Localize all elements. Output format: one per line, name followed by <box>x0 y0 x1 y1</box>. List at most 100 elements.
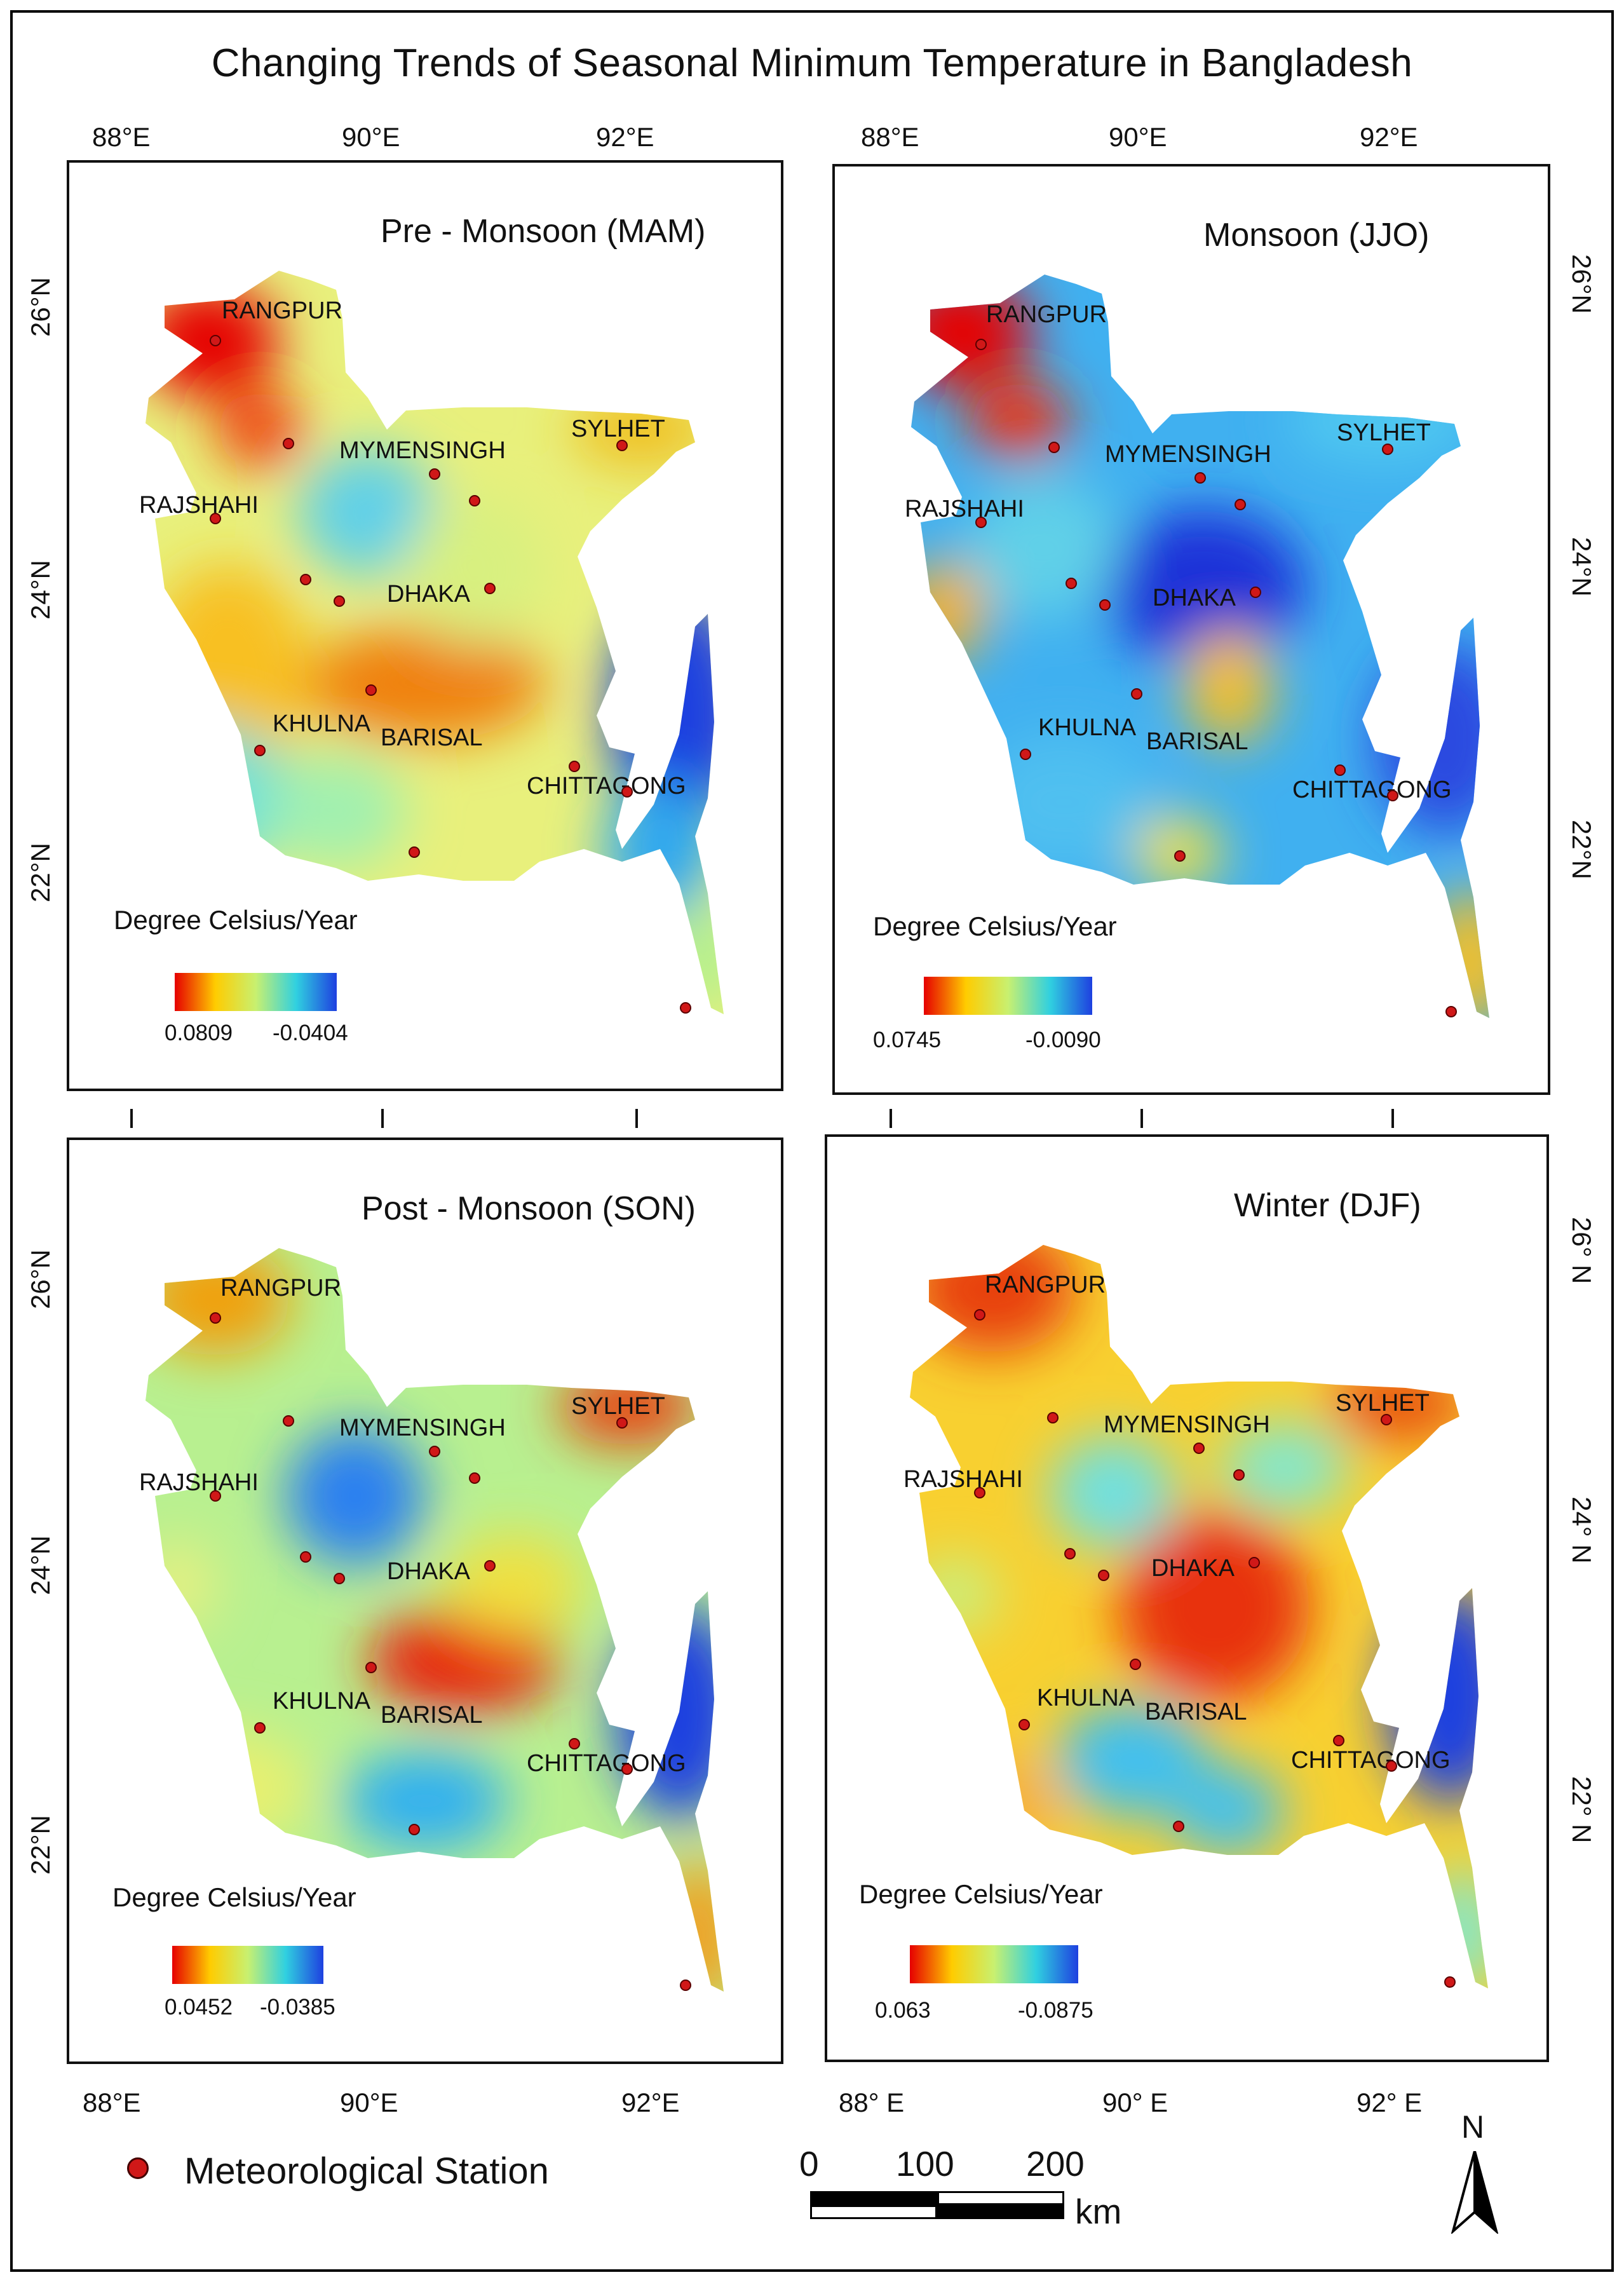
station-marker <box>254 745 266 756</box>
legend-max: 0.0452 <box>165 1995 233 2020</box>
lon-tick: 92°E <box>596 122 654 152</box>
lon-tick: 88°E <box>92 122 151 152</box>
station-marker <box>616 440 628 451</box>
legend-title: Degree Celsius/Year <box>859 1879 1103 1909</box>
panel-pre-monsoon: Pre - Monsoon (MAM) RANGPUR MYMENSINGH S… <box>67 160 783 1091</box>
station-marker <box>1387 790 1398 801</box>
city-label: BARISAL <box>381 1702 483 1728</box>
panel-title: Pre - Monsoon (MAM) <box>381 213 706 250</box>
lon-tick: 88° E <box>839 2088 905 2117</box>
lat-tick: 22° N <box>1567 1776 1597 1844</box>
station-marker <box>210 1490 221 1502</box>
station-marker <box>569 1738 580 1749</box>
city-label: MYMENSINGH <box>1105 441 1271 468</box>
station-marker <box>680 1002 691 1014</box>
station-marker <box>300 1551 311 1563</box>
station-marker <box>1233 1469 1245 1481</box>
station-marker <box>1130 1659 1141 1670</box>
city-label: KHULNA <box>273 710 371 737</box>
legend-title: Degree Celsius/Year <box>114 905 358 935</box>
station-marker <box>210 513 221 524</box>
panel-title: Post - Monsoon (SON) <box>362 1190 696 1227</box>
city-label: BARISAL <box>1145 1699 1247 1725</box>
station-marker <box>1382 444 1393 455</box>
station-marker <box>1386 1760 1397 1772</box>
legend-max: 0.0745 <box>873 1028 942 1052</box>
station-marker <box>1235 499 1246 510</box>
lon-tick: 92° E <box>1357 2088 1423 2117</box>
lat-tick: 24°N <box>1567 537 1597 597</box>
scale-unit: km <box>1075 2192 1122 2231</box>
station-marker <box>616 1417 628 1429</box>
city-label: CHITTAGONG <box>527 773 686 799</box>
station-marker <box>621 786 633 798</box>
panel-title: Winter (DJF) <box>1234 1187 1421 1224</box>
city-label: SYLHET <box>571 1393 665 1420</box>
temperature-map <box>910 1245 1488 1988</box>
city-label: DHAKA <box>1151 1555 1235 1582</box>
color-ramp <box>172 1946 323 1984</box>
city-label: RANGPUR <box>985 1272 1106 1298</box>
station-marker <box>283 438 294 449</box>
lat-tick: 24°N <box>25 1535 55 1595</box>
legend-min: -0.0875 <box>1018 1998 1093 2023</box>
station-legend-label: Meteorological Station <box>184 2150 549 2192</box>
north-label: N <box>1461 2109 1485 2145</box>
station-marker <box>334 595 345 607</box>
lat-tick: 24°N <box>25 560 55 620</box>
color-ramp <box>175 973 337 1011</box>
lat-tick: 26°N <box>25 277 55 337</box>
city-label: DHAKA <box>387 581 470 608</box>
station-marker <box>621 1763 633 1775</box>
lat-tick: 26° N <box>1567 1217 1597 1284</box>
city-label: MYMENSINGH <box>1104 1411 1270 1438</box>
station-legend-marker <box>127 2157 149 2179</box>
city-label: RAJSHAHI <box>905 496 1024 522</box>
legend-max: 0.0809 <box>165 1021 233 1045</box>
station-marker <box>1193 1443 1205 1454</box>
lon-tick: 88°E <box>83 2088 141 2117</box>
station-marker <box>1020 749 1031 760</box>
city-label: CHITTAGONG <box>527 1750 686 1777</box>
station-marker <box>1333 1735 1344 1746</box>
station-marker <box>1048 442 1060 453</box>
station-marker <box>283 1415 294 1427</box>
panel-post-monsoon: Post - Monsoon (SON) RANGPUR MYMENSINGH … <box>67 1138 783 2064</box>
station-marker <box>1066 578 1077 589</box>
station-marker <box>1098 1570 1109 1581</box>
station-marker <box>1444 1976 1456 1988</box>
station-marker <box>365 1662 377 1673</box>
station-marker <box>1047 1412 1059 1423</box>
city-label: SYLHET <box>571 416 665 442</box>
station-marker <box>1131 688 1142 700</box>
station-marker <box>210 335 221 346</box>
station-marker <box>1381 1414 1392 1425</box>
panel-title: Monsoon (JJO) <box>1203 217 1430 254</box>
city-label: MYMENSINGH <box>339 437 506 464</box>
legend-min: -0.0385 <box>260 1995 335 2020</box>
station-marker <box>680 1980 691 1991</box>
temperature-map <box>145 271 724 1014</box>
city-label: KHULNA <box>1038 714 1137 741</box>
lon-tick: 92°E <box>621 2088 680 2117</box>
lat-tick: 22°N <box>1567 820 1597 880</box>
figure-title: Changing Trends of Seasonal Minimum Temp… <box>211 41 1413 85</box>
legend-title: Degree Celsius/Year <box>112 1882 356 1912</box>
lat-tick: 22°N <box>25 1815 55 1875</box>
station-marker <box>484 1560 496 1572</box>
city-label: KHULNA <box>1037 1685 1135 1711</box>
city-label: RANGPUR <box>220 1275 342 1301</box>
lon-tick: 90°E <box>340 2088 398 2117</box>
station-marker <box>429 468 440 480</box>
lat-tick: 26°N <box>25 1249 55 1309</box>
station-marker <box>569 761 580 772</box>
lon-tick: 90°E <box>342 122 400 152</box>
color-ramp <box>924 977 1092 1015</box>
panel-monsoon: Monsoon (JJO) RANGPUR MYMENSINGH SYLHET … <box>832 164 1550 1095</box>
temperature-map <box>145 1248 724 1992</box>
station-marker <box>1334 764 1346 776</box>
station-marker <box>1445 1006 1457 1017</box>
temperature-map <box>911 275 1489 1018</box>
city-label: KHULNA <box>273 1688 371 1715</box>
station-marker <box>484 583 496 594</box>
